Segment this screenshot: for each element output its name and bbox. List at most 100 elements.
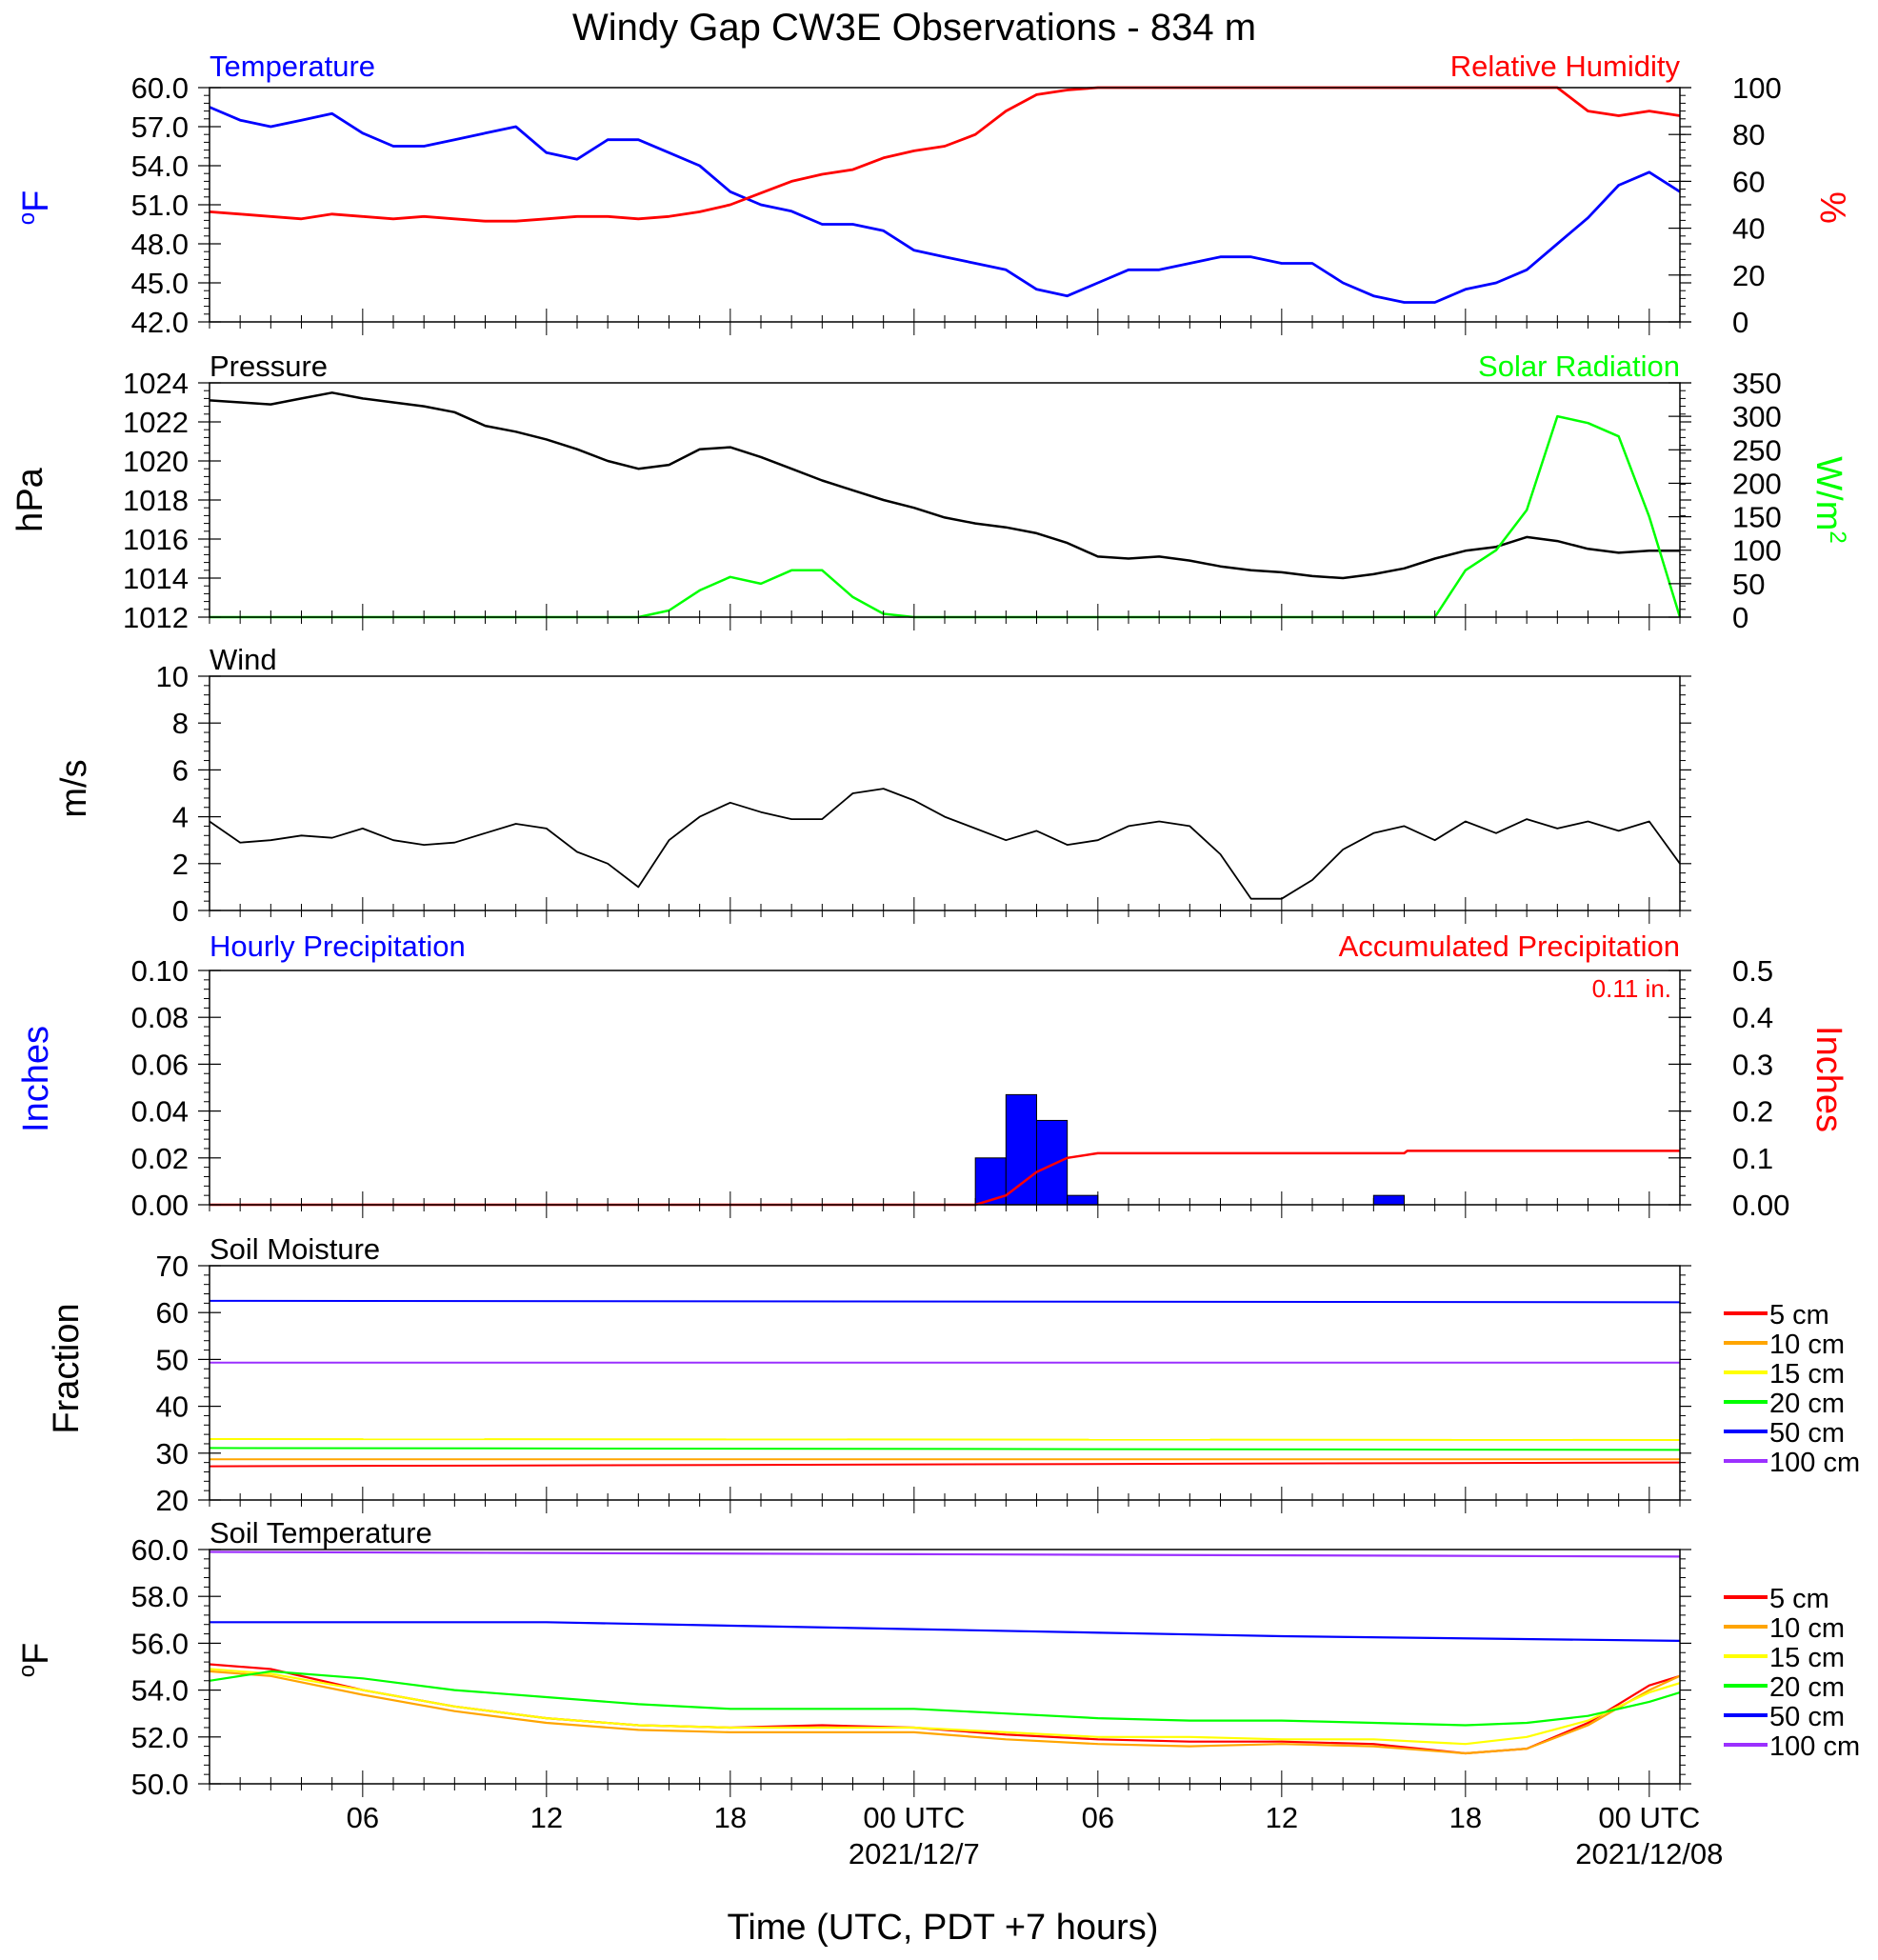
x-tick-label: 00 UTC (863, 1801, 965, 1834)
temp-units: oF (14, 190, 56, 226)
soil_temp-tick-label: 52.0 (131, 1721, 189, 1754)
x-tick-label: 06 (1082, 1801, 1114, 1834)
soil-moisture-legend-label: 50 cm (1769, 1418, 1845, 1449)
temperature-title: Temperature (210, 50, 375, 83)
pressure-tick-label: 1022 (123, 406, 189, 439)
pressure-tick-label: 1018 (123, 484, 189, 517)
pressure-right-tick-label: 350 (1732, 367, 1782, 400)
x-axis-title: Time (UTC, PDT +7 hours) (728, 1908, 1159, 1948)
pressure-tick-label: 1014 (123, 562, 189, 595)
soil-moisture-legend-label: 10 cm (1769, 1330, 1845, 1360)
x-tick-label: 00 UTC (1598, 1801, 1700, 1834)
pressure-units: hPa (10, 467, 50, 531)
x-tick-label: 18 (714, 1801, 747, 1834)
wind-tick-label: 2 (172, 848, 189, 881)
soil-temp-legend-label: 15 cm (1769, 1643, 1845, 1673)
temp_rh-tick-label: 60.0 (131, 71, 189, 105)
wind-tick-label: 0 (172, 894, 189, 928)
accum-precip-title: Accumulated Precipitation (1339, 930, 1680, 963)
x-tick-label: 12 (1266, 1801, 1298, 1834)
line-soil-moisture-50cm (209, 1299, 1681, 1304)
wind-tick-label: 4 (172, 801, 189, 834)
pressure-right-tick-label: 250 (1732, 433, 1782, 467)
temp_rh-tick-label: 45.0 (131, 267, 189, 300)
line-soil-moisture-15cm (209, 1438, 1681, 1441)
wind-tick-label: 10 (156, 660, 189, 693)
line-soil-temp-50cm (210, 1621, 1681, 1642)
soil-moisture-legend-label: 20 cm (1769, 1389, 1845, 1419)
precip-tick-label: 0.08 (131, 1001, 189, 1034)
label-layer: 60.057.054.051.048.045.042.0100806040200… (123, 71, 1860, 1870)
frame-layer (198, 87, 1691, 1797)
temp_rh-right-tick-label: 60 (1732, 165, 1765, 198)
temp_rh-tick-label: 54.0 (131, 150, 189, 183)
line-wind-speed (209, 788, 1681, 900)
x-tick-label: 06 (347, 1801, 379, 1834)
soil_moisture-tick-label: 40 (156, 1390, 189, 1424)
hourly-precip-title: Hourly Precipitation (210, 930, 466, 963)
line-pressure (209, 391, 1680, 580)
soil-temperature-title: Soil Temperature (210, 1516, 432, 1550)
soil-moisture-legend-label: 15 cm (1769, 1359, 1845, 1390)
temp_rh-tick-label: 51.0 (131, 189, 189, 222)
soil_temp-tick-label: 58.0 (131, 1580, 189, 1613)
soil_moisture-tick-label: 70 (156, 1250, 189, 1283)
precip-left-units: Inches (16, 1026, 56, 1132)
soil-temp-units: oF (14, 1643, 56, 1678)
precip-tick-label: 0.10 (131, 954, 189, 988)
line-soil-temp-15cm (209, 1668, 1681, 1746)
wind-title: Wind (210, 643, 277, 676)
relative-humidity-title: Relative Humidity (1450, 50, 1681, 83)
line-accumulated-precipitation (210, 1150, 1680, 1207)
line-soil-temp-20cm (209, 1670, 1681, 1727)
soil-moisture-legend-label: 5 cm (1769, 1300, 1829, 1330)
pressure-right-tick-label: 0 (1732, 601, 1748, 634)
precip-tick-label: 0.04 (131, 1095, 189, 1129)
wind-units: m/s (54, 759, 94, 817)
precip-right-tick-label: 0.2 (1732, 1095, 1773, 1129)
precip-right-tick-label: 0.5 (1732, 954, 1773, 988)
soil_moisture-tick-label: 30 (156, 1437, 189, 1470)
soil-temp-legend-label: 20 cm (1769, 1672, 1845, 1703)
pressure-right-tick-label: 300 (1732, 400, 1782, 433)
precip-right-tick-label: 0.4 (1732, 1001, 1773, 1034)
precip-right-units: Inches (1808, 1026, 1848, 1132)
pressure-right-tick-label: 150 (1732, 501, 1782, 534)
line-soil-moisture-20cm (209, 1447, 1681, 1451)
line-temperature (209, 106, 1681, 304)
temp_rh-right-tick-label: 20 (1732, 259, 1765, 292)
solar-units: W/m2 (1808, 456, 1850, 543)
soil_temp-tick-label: 54.0 (131, 1674, 189, 1708)
precip-tick-label: 0.00 (131, 1189, 189, 1222)
precip-right-tick-label: 0.1 (1732, 1142, 1773, 1175)
line-soil-moisture-5cm (209, 1461, 1681, 1468)
precip-bar (1067, 1194, 1099, 1206)
solar-radiation-title: Solar Radiation (1478, 350, 1680, 383)
soil_moisture-tick-label: 20 (156, 1484, 189, 1517)
soil-temp-legend-label: 5 cm (1769, 1584, 1829, 1614)
soil-temp-legend-label: 100 cm (1769, 1731, 1860, 1762)
precip-bar (1005, 1093, 1038, 1206)
temp_rh-right-tick-label: 40 (1732, 212, 1765, 246)
temp_rh-right-tick-label: 100 (1732, 71, 1782, 105)
soil-moisture-units: Fraction (47, 1303, 87, 1433)
pressure-tick-label: 1016 (123, 523, 189, 556)
line-soil-temp-10cm (209, 1670, 1681, 1755)
pressure-tick-label: 1020 (123, 445, 189, 478)
wind-tick-label: 8 (172, 707, 189, 740)
pressure-tick-label: 1012 (123, 601, 189, 634)
pressure-right-tick-label: 100 (1732, 534, 1782, 568)
temp_rh-tick-label: 57.0 (131, 110, 189, 144)
rh-units: % (1812, 191, 1852, 224)
x-date-label: 2021/12/7 (849, 1837, 980, 1870)
pressure-tick-label: 1024 (123, 367, 189, 400)
soil-temp-legend-label: 10 cm (1769, 1613, 1845, 1644)
x-tick-label: 12 (530, 1801, 563, 1834)
precip-right-tick-label: 0.3 (1732, 1048, 1773, 1081)
series-layer (209, 86, 1682, 1755)
figure-title: Windy Gap CW3E Observations - 834 m (572, 7, 1256, 49)
soil_temp-tick-label: 56.0 (131, 1627, 189, 1660)
precip-right-tick-label: 0.00 (1732, 1189, 1789, 1222)
precip-bar (1372, 1194, 1406, 1206)
